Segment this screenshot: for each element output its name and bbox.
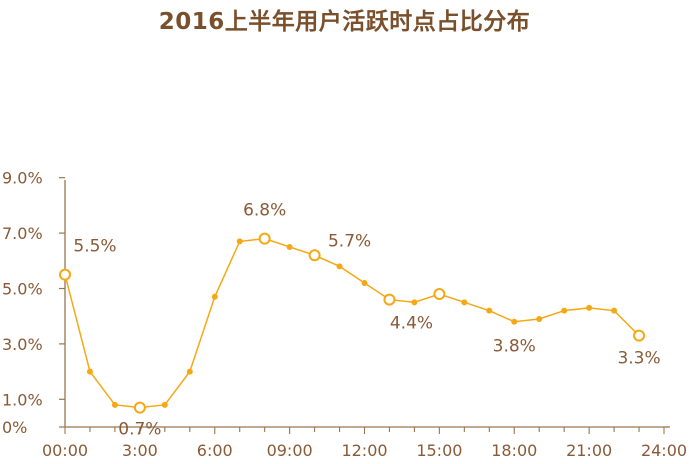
data-label: 3.3% <box>617 349 660 369</box>
highlight-point <box>59 268 71 281</box>
x-tick-label: 09:00 <box>267 441 313 460</box>
x-tick-label: 21:00 <box>566 441 612 460</box>
data-point <box>586 304 593 311</box>
highlight-point <box>133 401 146 414</box>
y-tick-label: 3.0% <box>2 335 43 354</box>
highlight-point <box>258 232 271 245</box>
data-label: 4.4% <box>390 314 433 334</box>
data-label: 5.5% <box>73 237 116 257</box>
data-point <box>536 315 543 322</box>
x-tick-label: 6:00 <box>197 441 233 460</box>
data-label: 5.7% <box>328 231 371 251</box>
x-tick-label: 3:00 <box>122 441 158 460</box>
x-tick-label: 15:00 <box>416 441 462 460</box>
highlight-point <box>383 293 396 306</box>
x-tick-label: 00:00 <box>42 441 88 460</box>
chart-title: 2016上半年用户活跃时点占比分布 <box>158 9 531 35</box>
y-tick-label: 0% <box>2 418 27 437</box>
data-point <box>86 368 93 375</box>
data-label: 0.7% <box>118 420 161 440</box>
axes: 0% 1.0% 3.0% 5.0% 7.0% 9.0% 00:00 3:00 6:00 09:00… <box>2 169 687 460</box>
data-point <box>111 401 118 408</box>
data-point <box>411 299 418 306</box>
data-point <box>611 307 618 314</box>
highlight-point <box>633 329 646 342</box>
data-point <box>236 238 243 245</box>
y-tick-label: 5.0% <box>2 280 43 299</box>
y-tick-label: 1.0% <box>2 390 43 409</box>
data-point <box>461 299 468 306</box>
data-point <box>561 307 568 314</box>
data-point <box>486 307 493 314</box>
highlight-point <box>308 249 321 262</box>
data-label: 6.8% <box>243 201 286 221</box>
data-point <box>211 293 218 300</box>
series-line-layer <box>59 232 646 414</box>
data-point <box>286 243 293 250</box>
y-tick-label: 9.0% <box>2 169 43 188</box>
x-tick-label: 24:00 <box>641 441 687 460</box>
x-tick-label: 12:00 <box>341 441 387 460</box>
data-point <box>511 318 518 325</box>
data-point <box>186 368 193 375</box>
y-tick-label: 7.0% <box>2 224 43 243</box>
series-line <box>64 237 640 409</box>
data-label: 3.8% <box>493 337 536 357</box>
data-labels: 5.5% 0.7% 6.8% 5.7% 4.4% 3.3% 3.8% <box>73 201 660 440</box>
data-point <box>361 279 368 286</box>
data-point <box>161 401 168 408</box>
data-point <box>336 263 343 270</box>
x-tick-label: 18:00 <box>491 441 537 460</box>
highlight-point <box>433 288 446 301</box>
